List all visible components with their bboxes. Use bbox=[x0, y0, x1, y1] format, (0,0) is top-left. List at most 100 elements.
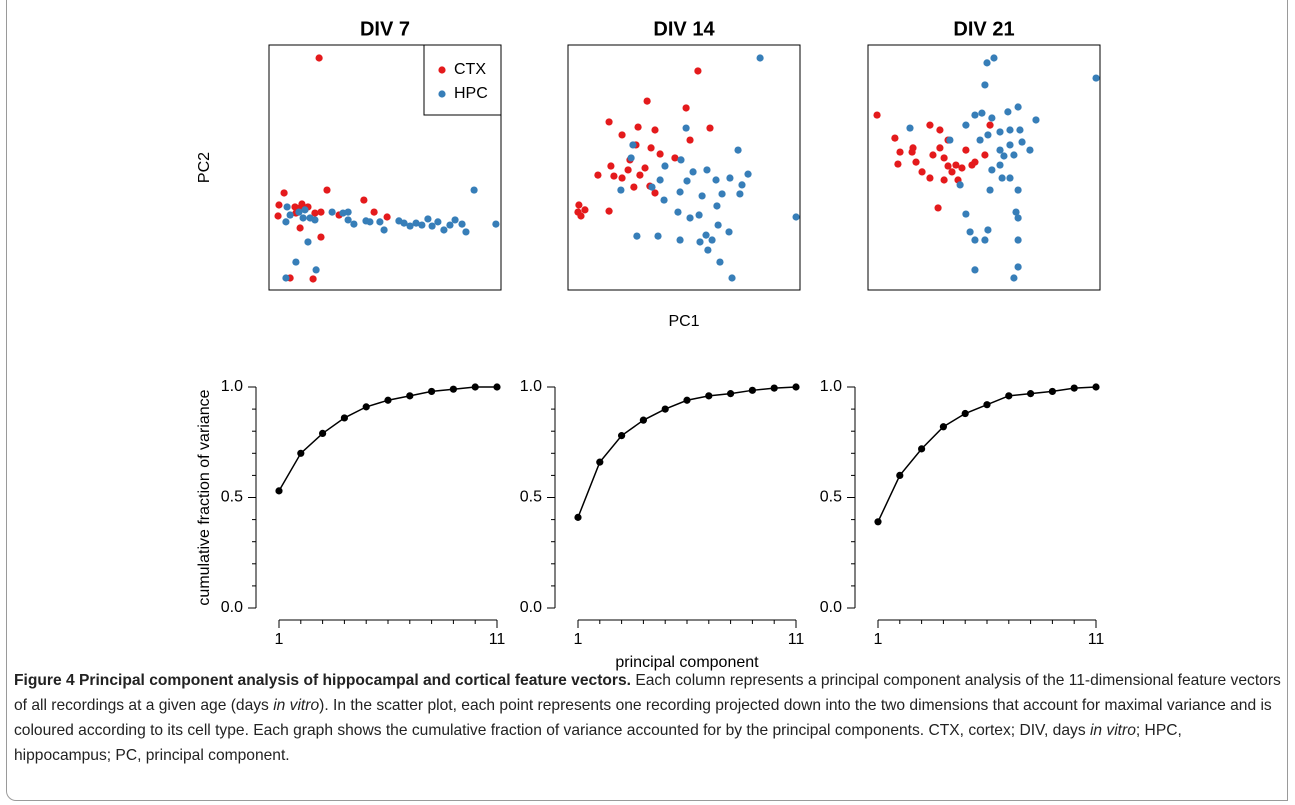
data-point bbox=[971, 111, 979, 119]
data-point bbox=[627, 154, 635, 162]
data-point bbox=[610, 172, 618, 180]
data-point bbox=[958, 164, 966, 172]
data-point bbox=[676, 236, 684, 244]
data-point bbox=[458, 220, 466, 228]
data-point bbox=[274, 212, 282, 220]
data-point bbox=[406, 222, 414, 230]
data-point bbox=[986, 186, 994, 194]
data-point bbox=[581, 206, 589, 214]
y-tick-label: 0.0 bbox=[820, 599, 842, 616]
data-point bbox=[686, 214, 694, 222]
data-point bbox=[323, 186, 331, 194]
caption-text: ; HPC, hippocampus; PC, principal compon… bbox=[14, 722, 1182, 764]
data-point bbox=[677, 156, 685, 164]
data-point bbox=[340, 414, 348, 422]
data-point bbox=[962, 121, 970, 129]
data-point bbox=[618, 432, 626, 440]
plot-frame bbox=[867, 44, 1101, 291]
data-point bbox=[948, 168, 956, 176]
data-point bbox=[962, 146, 970, 154]
data-point bbox=[988, 166, 996, 174]
data-point bbox=[633, 232, 641, 240]
data-point bbox=[309, 275, 317, 283]
data-point bbox=[312, 266, 320, 274]
data-point bbox=[981, 236, 989, 244]
data-point bbox=[1014, 263, 1022, 271]
data-point bbox=[671, 154, 679, 162]
data-point bbox=[682, 104, 690, 112]
data-point bbox=[704, 246, 712, 254]
data-point bbox=[770, 384, 778, 392]
data-point bbox=[940, 176, 948, 184]
data-point bbox=[315, 54, 323, 62]
data-point bbox=[961, 409, 969, 418]
y-tick-label: 0.5 bbox=[520, 489, 542, 506]
data-point bbox=[873, 111, 881, 119]
data-point bbox=[792, 383, 800, 391]
data-point bbox=[1014, 186, 1022, 194]
data-point bbox=[574, 513, 582, 521]
data-point bbox=[462, 228, 470, 236]
data-point bbox=[934, 204, 942, 212]
data-point bbox=[703, 166, 711, 174]
data-point bbox=[629, 141, 637, 149]
data-point bbox=[384, 396, 392, 404]
data-point bbox=[360, 196, 368, 204]
data-point bbox=[577, 212, 585, 220]
data-point bbox=[282, 274, 290, 282]
data-point bbox=[630, 183, 638, 191]
data-point bbox=[434, 218, 442, 226]
data-point bbox=[696, 238, 704, 246]
data-point bbox=[929, 151, 937, 159]
chart-title: DIV 7 bbox=[360, 18, 410, 40]
data-point bbox=[1026, 146, 1034, 154]
y-axis-label: cumulative fraction of variance bbox=[196, 389, 213, 605]
data-point bbox=[376, 218, 384, 226]
caption-heading: Figure 4 Principal component analysis of… bbox=[14, 672, 631, 689]
data-point bbox=[362, 403, 370, 411]
data-point bbox=[634, 123, 642, 131]
data-point bbox=[1014, 236, 1022, 244]
data-point bbox=[1014, 214, 1022, 222]
data-point bbox=[618, 131, 626, 139]
data-point bbox=[366, 218, 374, 226]
data-point bbox=[936, 126, 944, 134]
data-point bbox=[594, 171, 602, 179]
x-tick-label: 11 bbox=[1088, 631, 1105, 648]
data-point bbox=[406, 392, 414, 400]
data-point bbox=[1018, 138, 1026, 146]
data-point bbox=[978, 109, 986, 117]
data-point bbox=[912, 158, 920, 166]
data-point bbox=[575, 201, 583, 209]
data-point bbox=[712, 176, 720, 184]
data-point bbox=[275, 201, 283, 209]
data-point bbox=[639, 416, 648, 424]
data-point bbox=[1012, 208, 1020, 216]
data-point bbox=[317, 208, 325, 216]
caption-label: Figure 4 bbox=[14, 672, 75, 689]
data-point bbox=[792, 213, 800, 221]
data-point bbox=[446, 221, 454, 229]
data-point bbox=[1048, 387, 1056, 396]
caption-text: Each column represents a principal compo… bbox=[14, 672, 1281, 714]
data-point bbox=[1014, 103, 1022, 111]
data-point bbox=[418, 221, 426, 229]
data-point bbox=[643, 97, 651, 105]
data-point bbox=[651, 126, 659, 134]
y-tick-label: 0.0 bbox=[221, 599, 243, 616]
data-point bbox=[896, 471, 904, 479]
chart-title: DIV 14 bbox=[653, 18, 715, 40]
data-point bbox=[705, 392, 713, 400]
data-point bbox=[695, 211, 703, 219]
data-point bbox=[286, 211, 294, 219]
legend-label: CTX bbox=[454, 61, 486, 78]
data-point bbox=[412, 219, 420, 227]
data-point bbox=[350, 220, 358, 228]
data-point bbox=[896, 148, 904, 156]
data-point bbox=[1000, 152, 1008, 160]
data-point bbox=[304, 238, 312, 246]
data-point bbox=[311, 209, 319, 217]
legend-marker bbox=[438, 90, 446, 98]
data-point bbox=[282, 218, 290, 226]
